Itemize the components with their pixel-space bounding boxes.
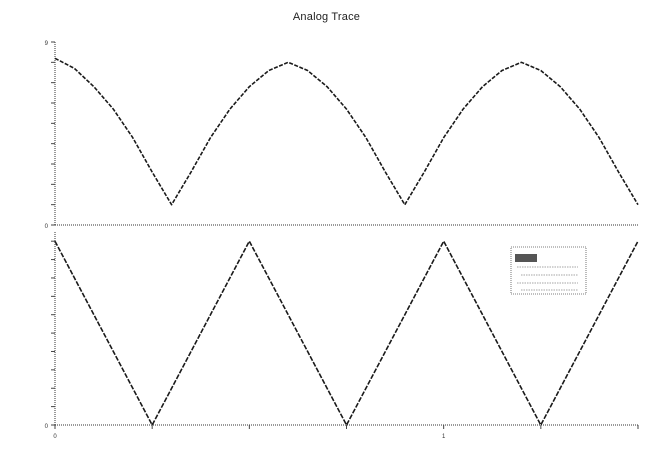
- x-tick-label: 1: [442, 434, 446, 440]
- chart-title: Analog Trace: [292, 11, 361, 23]
- y-tick-label: 0: [45, 424, 49, 430]
- y-tick-label: 9: [45, 41, 49, 47]
- series-line: [54, 57, 639, 206]
- top-panel: 09: [45, 41, 639, 230]
- y-tick-label: 0: [45, 224, 49, 230]
- x-tick-label: 0: [53, 434, 57, 440]
- legend-swatch: [515, 254, 537, 262]
- bottom-panel: 00 1: [45, 232, 639, 440]
